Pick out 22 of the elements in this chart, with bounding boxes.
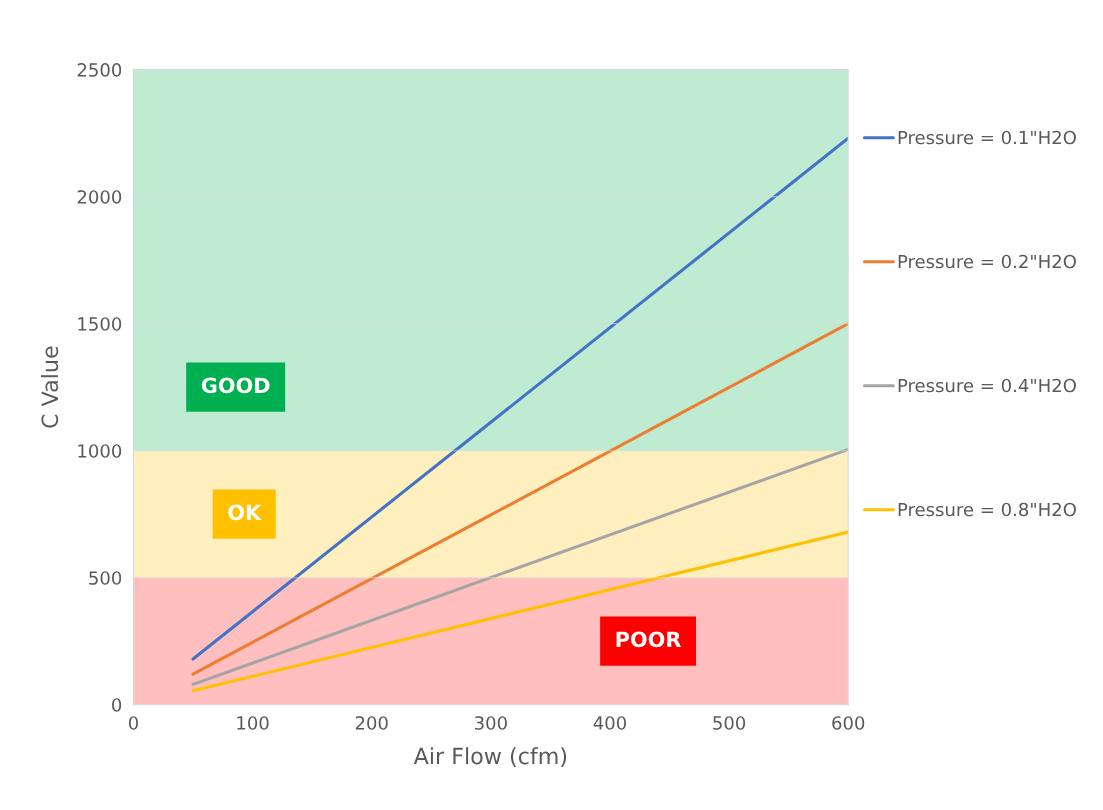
x-tick-label: 500 <box>713 716 746 730</box>
y-tick-label: 2500 <box>77 63 122 77</box>
y-tick-label: 2000 <box>77 190 122 204</box>
band-label: GOOD <box>201 377 270 394</box>
band-label: OK <box>228 504 262 521</box>
y-axis-title: C Value <box>41 346 59 428</box>
legend-label: Pressure = 0.8"H2O <box>898 502 1076 517</box>
x-tick-label: 100 <box>237 716 269 730</box>
y-tick-label: 0 <box>112 698 122 712</box>
legend-label: Pressure = 0.1"H2O <box>898 130 1076 145</box>
legend-label: Pressure = 0.2"H2O <box>898 254 1076 269</box>
x-tick-label: 0 <box>128 716 139 730</box>
legend-label: Pressure = 0.4"H2O <box>898 378 1076 393</box>
y-tick-label: 1500 <box>78 317 122 331</box>
y-tick-label: 500 <box>89 571 122 585</box>
x-tick-label: 600 <box>832 716 865 730</box>
band-label: POOR <box>616 631 682 648</box>
x-tick-label: 400 <box>593 716 626 730</box>
x-tick-label: 300 <box>474 716 507 730</box>
y-tick-label: 1000 <box>78 444 122 458</box>
x-axis-title: Air Flow (cfm) <box>413 747 567 767</box>
x-tick-label: 200 <box>355 716 388 730</box>
